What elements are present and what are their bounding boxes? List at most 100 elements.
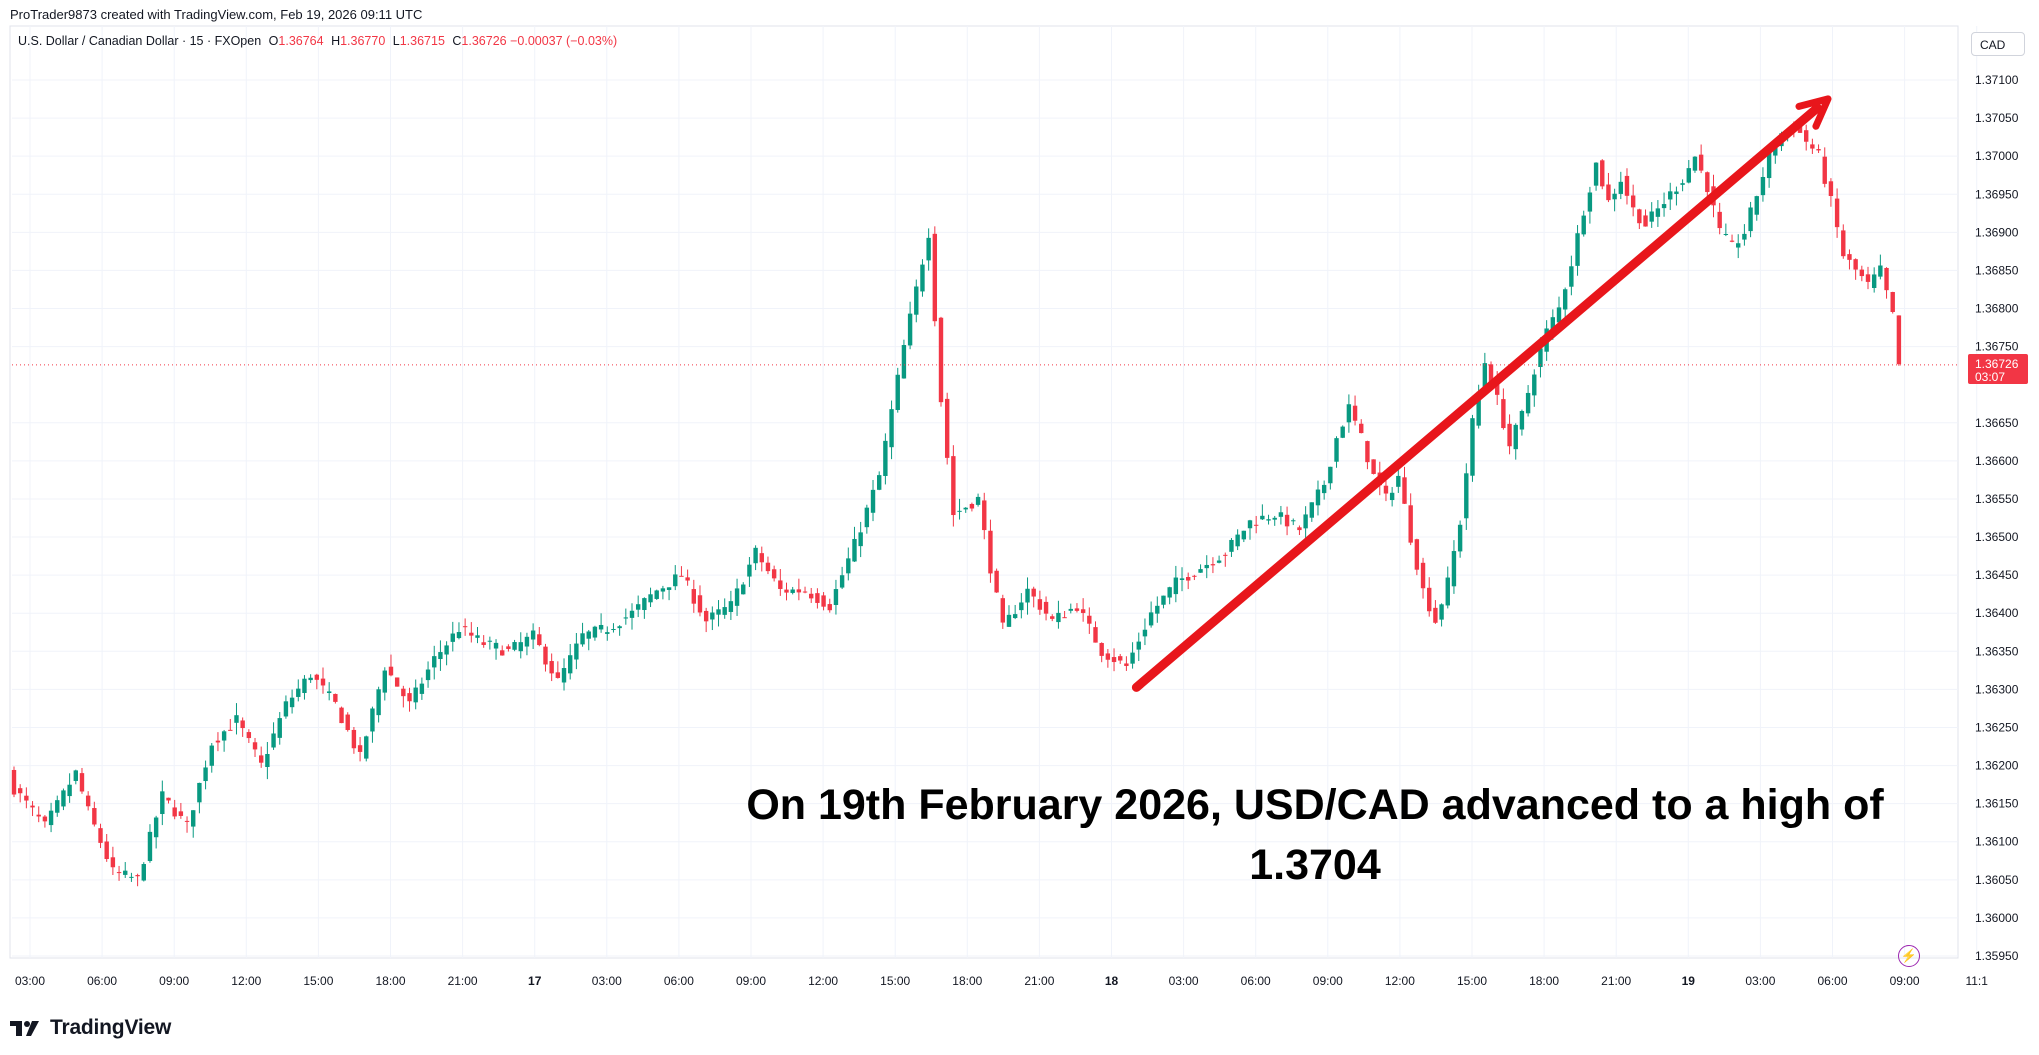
candle-body	[611, 629, 616, 631]
candle-body	[1186, 577, 1191, 581]
candle-body	[1043, 601, 1049, 614]
candle-body	[833, 589, 839, 606]
candle-body	[246, 732, 252, 739]
candle-body	[895, 374, 900, 410]
candle-body	[524, 636, 530, 647]
x-tick-label: 03:00	[1745, 974, 1775, 988]
chart-grid	[12, 26, 1978, 958]
x-tick-label: 18:00	[1529, 974, 1559, 988]
candle-body	[512, 642, 517, 650]
candle-body	[920, 264, 925, 292]
low-value: 1.36715	[399, 34, 445, 48]
x-tick-label: 18	[1105, 974, 1119, 988]
candle-body	[283, 701, 289, 717]
y-tick-label: 1.36200	[1975, 759, 2019, 773]
candle-body	[1618, 181, 1623, 194]
candle-body	[1155, 605, 1160, 614]
candle-body	[568, 655, 573, 674]
y-tick-label: 1.36800	[1975, 302, 2019, 316]
candle-body	[852, 538, 857, 562]
candle-body	[938, 317, 944, 403]
x-tick-label: 18:00	[375, 974, 405, 988]
candle-body	[357, 745, 363, 752]
lightning-icon[interactable]: ⚡	[1898, 945, 1920, 967]
candle-body	[673, 574, 678, 587]
candle-body	[1525, 392, 1531, 414]
candle-body	[963, 507, 968, 510]
candle-body	[679, 575, 684, 577]
candle-body	[741, 584, 746, 595]
candle-body	[61, 790, 66, 807]
candle-body	[172, 807, 177, 817]
candle-body	[771, 569, 777, 579]
candle-body	[1847, 254, 1852, 260]
chart-creator-note: ProTrader9873 created with TradingView.c…	[10, 7, 423, 22]
y-tick-label: 1.37050	[1975, 111, 2019, 125]
brand[interactable]: TradingView	[10, 1012, 171, 1044]
candle-body	[716, 609, 721, 615]
candle-body	[1630, 195, 1636, 208]
symbol-name[interactable]: U.S. Dollar / Canadian Dollar · 15 · FXO…	[18, 34, 262, 48]
time-axis[interactable]: 03:00 06:00 09:00 12:00 15:00 18:00 21:00 17 03:…	[15, 974, 1988, 988]
candle-body	[1562, 289, 1568, 310]
x-tick-label: 06:00	[1241, 974, 1271, 988]
y-tick-label: 1.37000	[1975, 149, 2019, 163]
candle-body	[1247, 520, 1253, 529]
candle-body	[85, 795, 91, 807]
candle-body	[1606, 184, 1611, 201]
candle-body	[1507, 423, 1512, 447]
candle-body	[1495, 379, 1500, 395]
candle-body	[394, 677, 400, 687]
currency-button[interactable]: CAD	[1971, 32, 2025, 56]
candle-body	[1266, 519, 1271, 521]
candle-body	[1698, 154, 1704, 171]
candle-body	[1260, 515, 1265, 520]
candle-body	[722, 607, 727, 615]
candle-body	[1439, 604, 1444, 620]
candle-body	[1501, 399, 1506, 429]
y-tick-label: 1.36400	[1975, 606, 2019, 620]
chart-frame	[9, 25, 1959, 959]
candle-body	[1600, 160, 1605, 187]
candle-body	[1371, 459, 1376, 474]
symbol-legend[interactable]: U.S. Dollar / Canadian Dollar · 15 · FXO…	[18, 34, 617, 48]
candle-body	[320, 678, 326, 686]
candle-body	[1192, 575, 1197, 577]
candle-body	[1445, 577, 1450, 606]
candle-body	[215, 740, 221, 743]
candle-body	[703, 610, 709, 622]
candle-body	[710, 612, 715, 620]
candle-body	[1624, 175, 1630, 196]
candle-body	[1099, 643, 1104, 656]
x-tick-label: 12:00	[231, 974, 261, 988]
candle-body	[1167, 587, 1172, 598]
candle-body	[1451, 551, 1457, 587]
candle-body	[598, 624, 604, 630]
candle-body	[815, 593, 820, 603]
candle-body	[666, 587, 672, 590]
candle-body	[1550, 317, 1556, 332]
candle-body	[326, 691, 332, 694]
x-tick-label: 06:00	[87, 974, 117, 988]
candle-body	[1816, 149, 1821, 151]
candle-body	[407, 693, 412, 702]
x-tick-label: 06:00	[1817, 974, 1847, 988]
candle-body	[1661, 204, 1667, 209]
price-axis[interactable]: 1.37100 1.37050 1.37000 1.36950 1.36900 1.368…	[1975, 73, 2019, 963]
candle-body	[1365, 441, 1370, 463]
tradingview-logo-icon	[10, 1021, 39, 1036]
candle-body	[1513, 424, 1518, 450]
candle-body	[907, 313, 913, 346]
candle-body	[1118, 656, 1123, 661]
x-tick-label: 15:00	[880, 974, 910, 988]
x-tick-label: 09:00	[736, 974, 766, 988]
candle-body	[1810, 144, 1815, 149]
trend-arrow[interactable]	[1131, 95, 1832, 692]
candle-body	[110, 857, 116, 868]
low-label: L	[392, 34, 400, 48]
candle-body	[796, 589, 802, 593]
candle-body	[277, 718, 282, 738]
y-tick-label: 1.36350	[1975, 644, 2019, 658]
candle-body	[221, 731, 227, 741]
